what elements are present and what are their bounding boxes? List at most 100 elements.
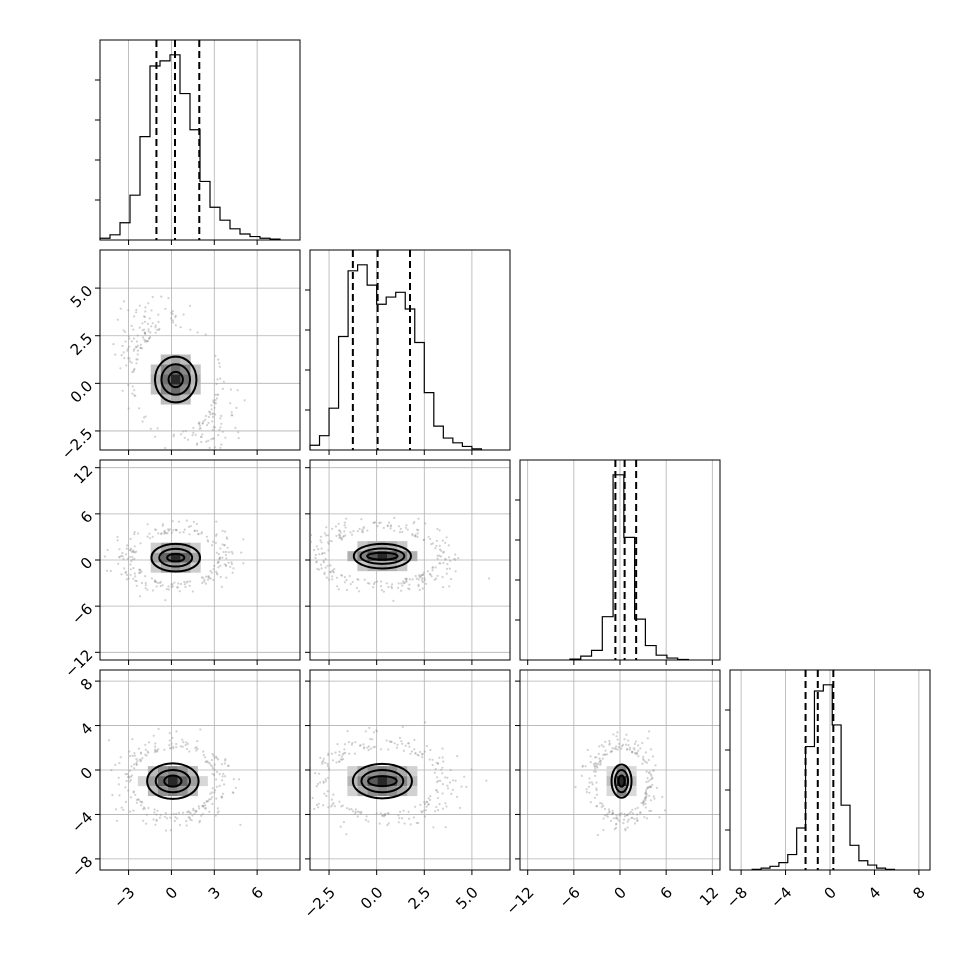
sample-point (352, 530, 355, 533)
sample-point (419, 750, 422, 754)
sample-point (357, 810, 360, 813)
sample-point (610, 750, 614, 753)
sample-point (223, 544, 226, 547)
contour-line-2 (359, 547, 406, 565)
panel-frame (99, 249, 301, 451)
sample-point (119, 367, 122, 370)
sample-point (408, 588, 411, 591)
sample-point (616, 731, 619, 734)
sample-point (652, 769, 655, 772)
sample-point (147, 751, 150, 754)
sample-point (123, 357, 126, 360)
sample-point (596, 766, 599, 769)
sample-point (366, 529, 369, 532)
density-cell (167, 776, 178, 787)
sample-point (206, 539, 209, 542)
sample-point (136, 358, 139, 361)
density-cell (367, 561, 378, 572)
sample-point (390, 740, 393, 744)
sample-point (154, 742, 157, 745)
sample-point (215, 778, 218, 781)
sample-point (338, 529, 342, 533)
sample-point (599, 762, 602, 765)
sample-point (129, 778, 132, 782)
sample-point (327, 806, 330, 809)
sample-point (143, 807, 146, 810)
sample-point (485, 779, 488, 782)
y-tick-label: 12 (70, 461, 96, 487)
sample-point (644, 789, 648, 792)
sample-point (343, 524, 346, 527)
sample-point (132, 577, 135, 580)
sample-point (642, 755, 645, 758)
sample-point (194, 810, 198, 813)
sample-point (642, 759, 645, 762)
sample-point (179, 745, 182, 748)
sample-point (363, 746, 366, 749)
density-cell (190, 562, 201, 573)
sample-point (153, 579, 156, 582)
sample-point (442, 550, 445, 553)
sample-point (200, 576, 203, 579)
sample-point (651, 783, 654, 787)
sample-point (129, 796, 133, 799)
sample-point (420, 573, 423, 577)
sample-point (239, 823, 242, 827)
sample-point (422, 571, 425, 574)
sample-point (327, 542, 330, 545)
sample-point (140, 570, 143, 574)
sample-point (322, 781, 325, 784)
density-cell (357, 551, 368, 562)
sample-point (164, 307, 167, 310)
sample-point (217, 434, 220, 437)
sample-point (339, 825, 342, 828)
sample-point (205, 440, 208, 443)
sample-point (173, 581, 176, 584)
sample-point (188, 816, 191, 819)
x-tick-label: 4 (865, 883, 884, 902)
density-cell (407, 766, 418, 777)
sample-point (448, 585, 451, 588)
sample-point (158, 327, 161, 330)
sample-point (330, 805, 333, 808)
sample-point (144, 340, 147, 343)
sample-point (191, 814, 194, 817)
sample-point (197, 533, 200, 536)
sample-point (332, 571, 335, 574)
sample-point (198, 819, 201, 823)
sample-point (135, 758, 138, 761)
sample-point (215, 757, 218, 760)
x-tick-label: 6 (248, 883, 267, 902)
density-cell (150, 542, 161, 553)
sample-point (454, 553, 457, 556)
density-cell (367, 541, 378, 552)
sample-point (319, 781, 322, 784)
sample-point (156, 581, 159, 585)
sample-point (208, 446, 211, 449)
sample-point (128, 780, 131, 783)
sample-point (154, 435, 157, 438)
sample-point (125, 553, 128, 556)
sample-point (439, 779, 442, 782)
sample-point (168, 739, 171, 742)
sample-point (645, 794, 648, 797)
sample-point (386, 525, 389, 528)
sample-point (354, 808, 357, 811)
sample-point (451, 779, 455, 782)
sample-point (598, 757, 601, 760)
sample-point (130, 560, 133, 563)
sample-point (446, 776, 449, 779)
sample-point (601, 802, 604, 805)
sample-point (230, 550, 233, 553)
sample-point (146, 339, 150, 343)
sample-point (226, 546, 229, 549)
sample-point (613, 747, 616, 750)
density-cell (180, 542, 191, 553)
sample-point (220, 795, 223, 798)
sample-point (201, 804, 204, 808)
contour-line-2 (154, 769, 192, 794)
sample-point (412, 522, 415, 525)
sample-point (611, 812, 614, 815)
sample-point (133, 763, 136, 766)
sample-point (408, 817, 411, 820)
